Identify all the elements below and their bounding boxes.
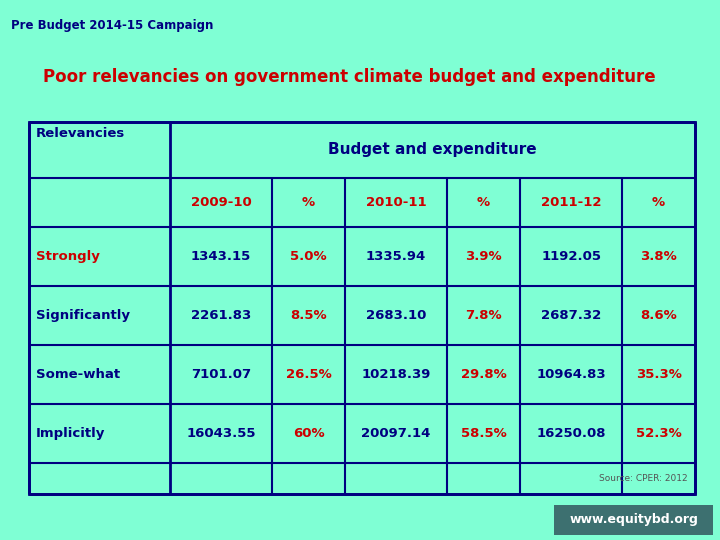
Text: %: % xyxy=(477,197,490,210)
Text: %: % xyxy=(302,197,315,210)
Text: www.equitybd.org: www.equitybd.org xyxy=(570,513,698,526)
Text: 7.8%: 7.8% xyxy=(465,309,502,322)
Text: 10964.83: 10964.83 xyxy=(536,368,606,381)
Text: 1192.05: 1192.05 xyxy=(541,251,601,264)
Text: 2687.32: 2687.32 xyxy=(541,309,601,322)
Text: Significantly: Significantly xyxy=(36,309,130,322)
Text: 1343.15: 1343.15 xyxy=(191,251,251,264)
Text: Source: CPER: 2012: Source: CPER: 2012 xyxy=(599,474,688,483)
Text: 10218.39: 10218.39 xyxy=(361,368,431,381)
Text: 16250.08: 16250.08 xyxy=(536,427,606,440)
FancyBboxPatch shape xyxy=(554,505,713,535)
Text: 3.8%: 3.8% xyxy=(640,251,677,264)
Text: 8.6%: 8.6% xyxy=(640,309,677,322)
Text: 2009-10: 2009-10 xyxy=(191,197,251,210)
Text: 58.5%: 58.5% xyxy=(461,427,506,440)
Text: 16043.55: 16043.55 xyxy=(186,427,256,440)
Text: 60%: 60% xyxy=(293,427,324,440)
Text: 2011-12: 2011-12 xyxy=(541,197,601,210)
Text: 7101.07: 7101.07 xyxy=(191,368,251,381)
Text: 2261.83: 2261.83 xyxy=(191,309,251,322)
Text: %: % xyxy=(652,197,665,210)
Text: Pre Budget 2014-15 Campaign: Pre Budget 2014-15 Campaign xyxy=(11,19,213,32)
Text: 2683.10: 2683.10 xyxy=(366,309,426,322)
Text: 5.0%: 5.0% xyxy=(290,251,327,264)
Text: 1335.94: 1335.94 xyxy=(366,251,426,264)
Text: 3.9%: 3.9% xyxy=(465,251,502,264)
Text: Relevancies: Relevancies xyxy=(36,127,125,140)
Text: Some-what: Some-what xyxy=(36,368,120,381)
Text: Poor relevancies on government climate budget and expenditure: Poor relevancies on government climate b… xyxy=(43,68,656,85)
Text: Implicitly: Implicitly xyxy=(36,427,105,440)
Text: 20097.14: 20097.14 xyxy=(361,427,431,440)
Text: 26.5%: 26.5% xyxy=(286,368,331,381)
Text: 8.5%: 8.5% xyxy=(290,309,327,322)
FancyBboxPatch shape xyxy=(29,122,695,494)
Text: Budget and expenditure: Budget and expenditure xyxy=(328,143,536,158)
Text: 29.8%: 29.8% xyxy=(461,368,506,381)
Text: 35.3%: 35.3% xyxy=(636,368,682,381)
Text: 2010-11: 2010-11 xyxy=(366,197,426,210)
Text: 52.3%: 52.3% xyxy=(636,427,682,440)
Text: Strongly: Strongly xyxy=(36,251,100,264)
